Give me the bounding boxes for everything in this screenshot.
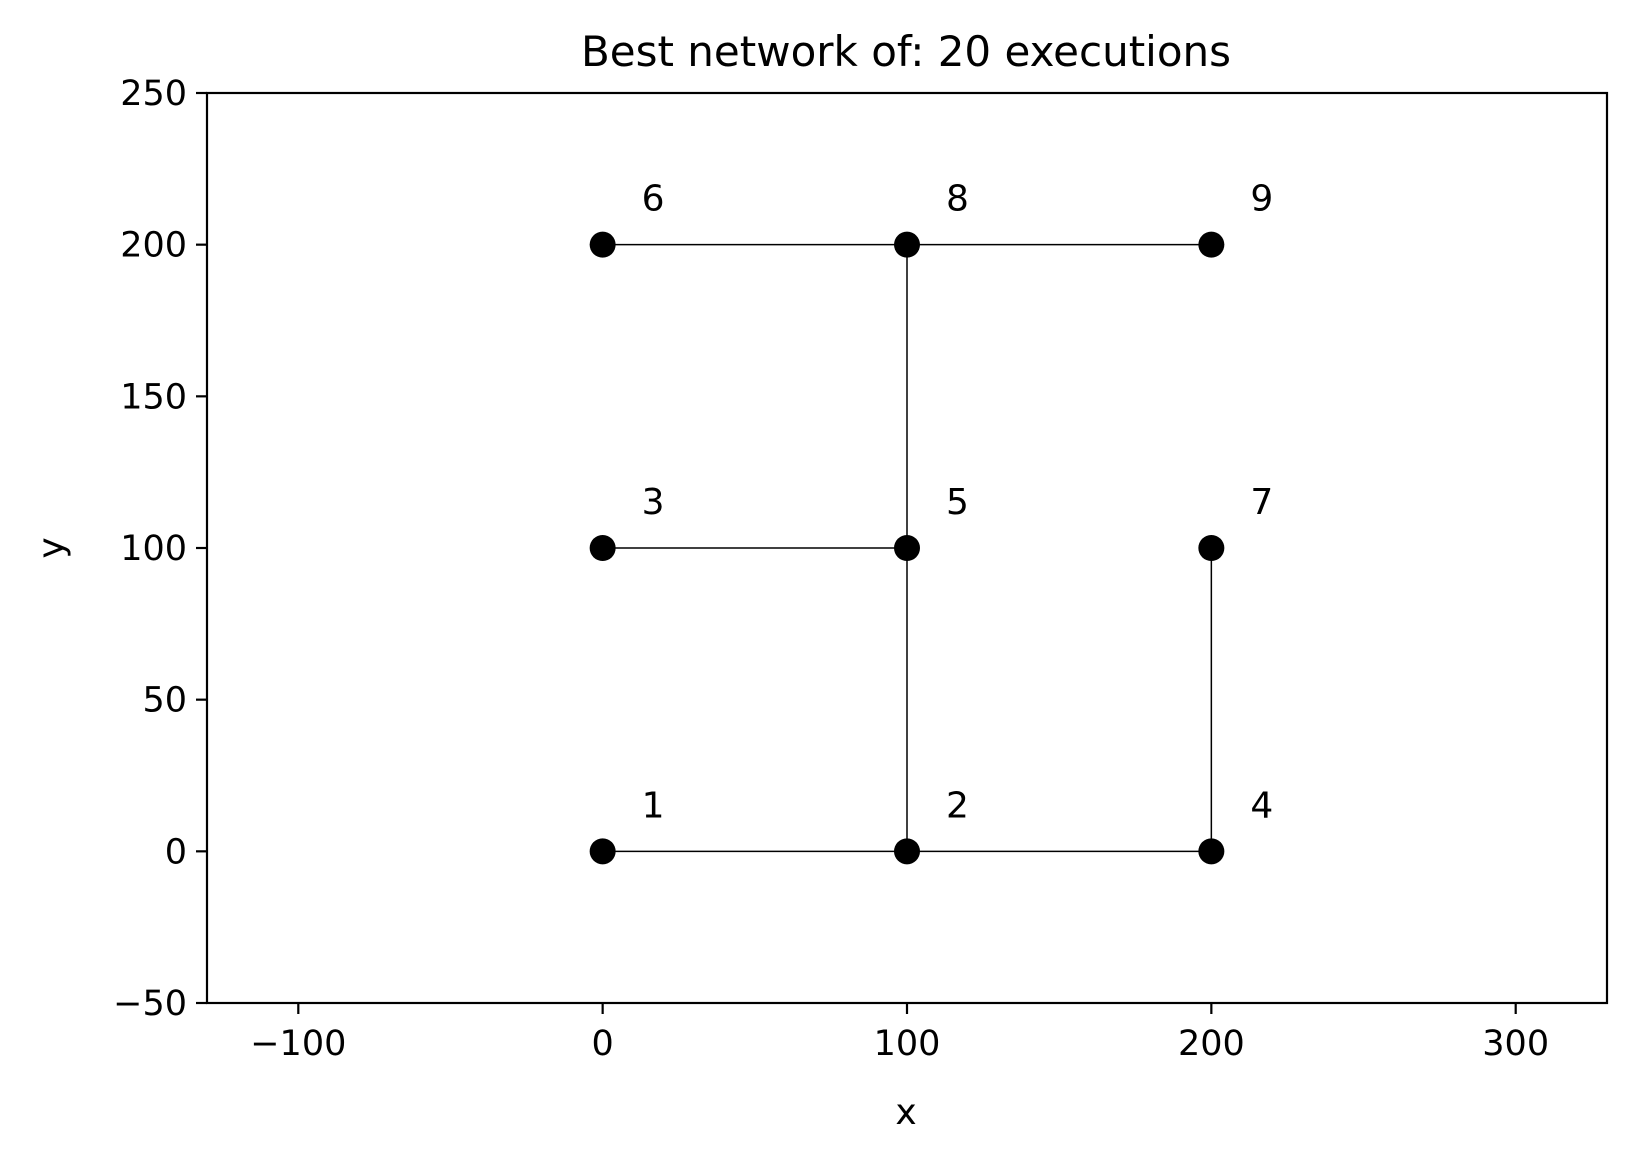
node-1-marker (589, 838, 616, 865)
x-tick-label: 200 (1178, 1024, 1245, 1064)
y-tick-label: 50 (142, 681, 187, 721)
node-9-label: 9 (1250, 179, 1273, 220)
node-9-marker (1198, 231, 1225, 258)
node-7-label: 7 (1250, 482, 1273, 523)
chart-title: Best network of: 20 executions (581, 27, 1231, 76)
node-3-marker (589, 535, 616, 561)
plot-frame (205, 91, 1609, 1005)
y-tick-label: 200 (120, 226, 187, 266)
y-axis-ticks: −50 0 50 100 150 200 250 (113, 74, 207, 1024)
node-6-marker (589, 231, 616, 258)
node-2-marker (894, 838, 920, 865)
node-5-label: 5 (946, 482, 969, 523)
node-6-label: 6 (642, 179, 665, 220)
node-8-label: 8 (946, 179, 969, 220)
node-8-marker (894, 231, 920, 258)
node-3-label: 3 (642, 482, 665, 523)
y-tick-label: 100 (120, 529, 187, 569)
y-tick-label: −50 (113, 984, 187, 1024)
network-edges (602, 243, 1213, 853)
x-axis-ticks: −100 0 100 200 300 (250, 1003, 1549, 1064)
x-tick-label: 300 (1482, 1024, 1549, 1064)
x-axis-label: x (895, 1092, 916, 1133)
node-2-label: 2 (946, 785, 969, 826)
node-5-marker (894, 535, 920, 561)
network-node-labels: 1 2 3 4 5 6 7 8 9 (642, 179, 1274, 827)
x-tick-label: 0 (592, 1024, 614, 1064)
y-tick-label: 0 (165, 832, 187, 872)
y-tick-label: 150 (120, 377, 187, 417)
node-4-label: 4 (1250, 785, 1273, 826)
node-7-marker (1198, 535, 1225, 561)
y-tick-label: 250 (120, 74, 187, 114)
x-tick-label: 100 (874, 1024, 941, 1064)
y-axis-label: y (31, 537, 72, 558)
network-nodes (589, 231, 1225, 865)
node-1-label: 1 (642, 785, 665, 826)
node-4-marker (1198, 838, 1225, 865)
x-tick-label: −100 (250, 1024, 346, 1064)
